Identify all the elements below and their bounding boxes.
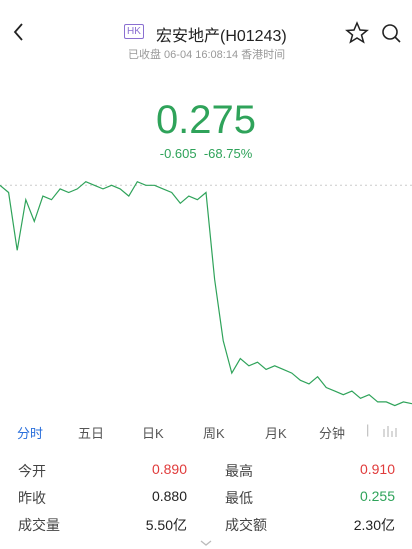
tab[interactable]: 分时 [17,426,44,441]
tab[interactable]: 日K [142,426,164,441]
stat-value: 0.910 [359,461,395,477]
stat-value: 0.255 [359,488,395,504]
stat-label: 成交额 [225,517,267,533]
stat-label: 昨收 [18,490,46,506]
intraday-chart [0,180,412,407]
tab[interactable]: 五日 [78,426,105,441]
market-badge: HK [124,24,144,39]
stat-label: 成交量 [18,517,60,533]
price: 0.275 [155,98,257,142]
expand-button[interactable] [199,538,213,548]
divider: | [366,422,370,437]
stat-value: 2.30亿 [353,517,395,533]
back-button[interactable] [8,18,32,46]
status-text: 已收盘 06-04 16:08:14 香港时间 [128,49,286,61]
stat-value: 0.880 [151,488,187,504]
stat-label: 今开 [18,463,46,479]
stat-value: 5.50亿 [145,517,187,533]
tab[interactable]: 周K [203,426,225,441]
favorite-button[interactable] [344,20,370,46]
change-pct: -68.75% [203,146,253,161]
stat-value: 0.890 [151,461,187,477]
change: -0.605 [159,146,197,161]
stat-label: 最高 [225,463,253,479]
stock-title: 宏安地产(H01243) [156,28,287,45]
chart-settings[interactable] [382,424,400,438]
stat-label: 最低 [225,490,253,506]
price-line [0,180,412,407]
tab[interactable]: 分钟 [319,426,346,441]
price-change: -0.605 -68.75% [0,146,412,161]
search-button[interactable] [378,20,404,46]
tab[interactable]: 月K [265,426,287,441]
